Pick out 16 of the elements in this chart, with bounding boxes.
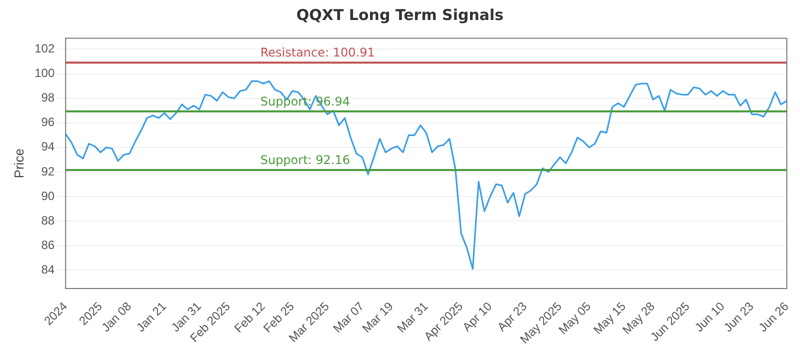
ref-line-label: Support: 92.16 bbox=[260, 153, 350, 168]
y-tick-label: 92 bbox=[41, 164, 55, 178]
y-tick-label: 96 bbox=[41, 115, 55, 130]
y-tick-label: 100 bbox=[34, 66, 55, 80]
y-tick-label: 86 bbox=[41, 238, 55, 252]
y-tick-label: 102 bbox=[34, 42, 55, 56]
y-axis-title: Price bbox=[11, 148, 26, 178]
y-tick-label: 90 bbox=[41, 188, 55, 203]
y-tick-label: 84 bbox=[41, 262, 55, 276]
y-tick-label: 94 bbox=[41, 140, 55, 154]
chart-title: QQXT Long Term Signals bbox=[295, 6, 505, 24]
y-tick-label: 88 bbox=[41, 213, 55, 228]
ref-line-label: Resistance: 100.91 bbox=[260, 46, 375, 60]
y-tick-label: 98 bbox=[41, 90, 55, 105]
x-tick-label: Jun 26 bbox=[756, 298, 792, 335]
x-tick-label: Jan 21 bbox=[134, 298, 170, 335]
